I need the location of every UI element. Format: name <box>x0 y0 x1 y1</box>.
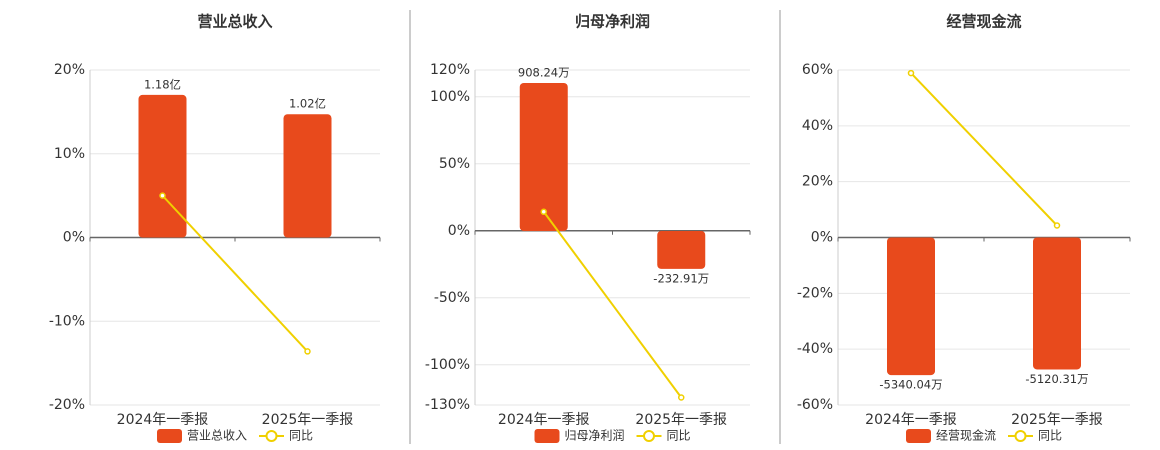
point <box>678 394 685 401</box>
x-tick-label: 2025年一季报 <box>262 412 354 428</box>
bar <box>519 82 568 231</box>
legend-label: 同比 <box>1038 429 1062 443</box>
y-tick-label: 10% <box>54 146 85 162</box>
value-label: -5120.31万 <box>1025 372 1088 386</box>
value-label: 1.02亿 <box>289 97 326 111</box>
y-tick-label: 100% <box>430 89 470 105</box>
chart-title: 归母净利润 <box>575 13 650 31</box>
y-tick-label: -10% <box>49 313 85 329</box>
x-tick-label: 2024年一季报 <box>498 412 590 428</box>
y-tick-label: 50% <box>439 156 470 172</box>
legend-swatch <box>906 429 931 443</box>
x-tick-label: 2025年一季报 <box>635 412 727 428</box>
y-tick-label: 0% <box>811 230 833 246</box>
legend-swatch <box>643 430 655 442</box>
y-tick-label: -50% <box>434 290 470 306</box>
y-tick-label: 120% <box>430 62 470 78</box>
line <box>910 72 1058 227</box>
y-tick-label: -20% <box>797 285 833 301</box>
x-tick-label: 2024年一季报 <box>117 412 209 428</box>
point <box>159 192 166 199</box>
bar <box>283 114 332 238</box>
y-tick-label: -130% <box>425 397 470 413</box>
x-tick-label: 2025年一季报 <box>1011 412 1103 428</box>
y-tick-label: 0% <box>63 230 85 246</box>
legend-swatch <box>534 429 560 443</box>
point <box>540 208 547 216</box>
value-label: -232.91万 <box>653 271 709 285</box>
y-tick-label: 0% <box>448 223 470 239</box>
legend-label: 归母净利润 <box>565 429 625 443</box>
x-tick-label: 2024年一季报 <box>865 412 957 428</box>
bar <box>1033 237 1081 370</box>
legend-swatch <box>1014 430 1027 442</box>
y-tick-label: -60% <box>797 397 833 413</box>
y-tick-label: -40% <box>797 341 833 357</box>
line <box>542 211 683 399</box>
y-tick-label: 60% <box>802 62 833 78</box>
legend-swatch <box>157 429 182 443</box>
y-tick-label: 40% <box>802 118 833 134</box>
legend-label: 同比 <box>667 429 691 443</box>
value-label: -5340.04万 <box>879 378 942 392</box>
line <box>161 194 309 353</box>
point <box>1053 222 1061 229</box>
point <box>304 348 311 355</box>
y-tick-label: 20% <box>54 62 85 78</box>
legend-label: 经营现金流 <box>936 428 996 443</box>
chart-title: 营业总收入 <box>197 13 272 31</box>
legend-swatch <box>265 430 278 442</box>
point <box>907 69 915 77</box>
value-label: 908.24万 <box>518 65 570 79</box>
value-label: 1.18亿 <box>144 77 181 91</box>
chart-title: 经营现金流 <box>946 13 1021 31</box>
y-tick-label: -20% <box>49 397 85 413</box>
y-tick-label: -100% <box>425 357 470 373</box>
y-tick-label: 20% <box>802 174 833 190</box>
bar <box>138 94 187 238</box>
legend-label: 同比 <box>289 429 313 443</box>
legend-label: 营业总收入 <box>187 429 247 443</box>
bar <box>657 230 706 269</box>
bar <box>887 237 935 376</box>
